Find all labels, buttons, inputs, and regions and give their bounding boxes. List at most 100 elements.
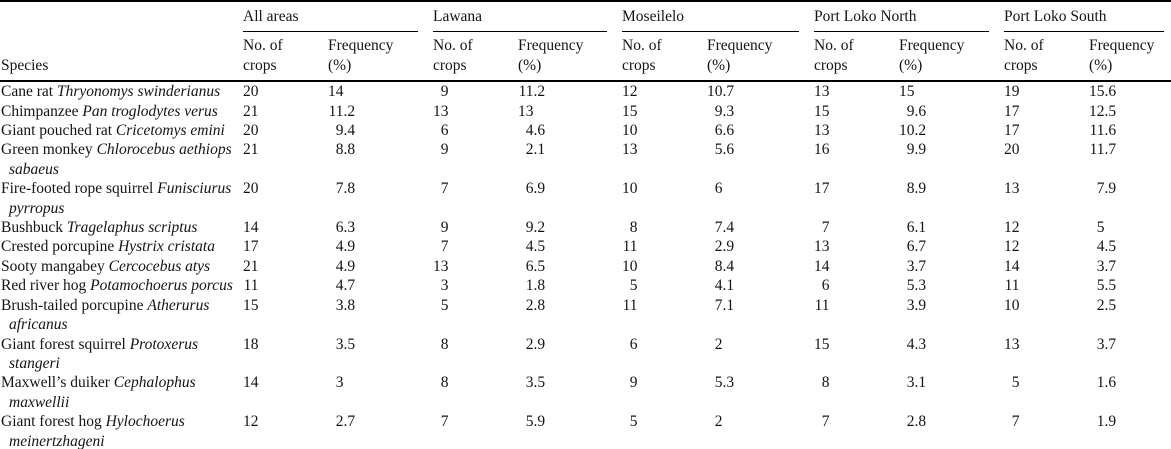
value-integer-part: 4 [906,335,915,353]
value-cell: 2 [707,335,814,374]
value-integer-part: 15 [814,335,830,353]
value-integer-part: 3 [335,335,344,353]
group-label: Port Loko North [814,2,990,33]
value-cell: 5.9 [518,412,622,449]
value-integer-part: 13 [1004,180,1020,198]
value-integer-part: 9 [335,122,344,140]
value-cell: 9 [433,81,518,101]
value-cell: 14 [814,257,899,276]
value-cell: 6.3 [328,218,433,237]
value-cell: 17 [243,237,328,256]
value-cell: 6.9 [518,179,622,218]
col-header-line: crops [1004,56,1038,74]
value-integer-part: 15 [622,102,638,120]
value-cell: 8.8 [328,140,433,179]
col-header-line: (%) [1089,56,1113,74]
value-integer-part: 7 [821,219,830,237]
group-header-lawana: Lawana [433,1,622,33]
table-row: Giant pouched rat Cricetomys emini 20 9.4 6… [0,121,1171,140]
value-integer-part: 9 [906,141,915,159]
value-integer-part: 9 [714,102,723,120]
value-cell: 11.2 [328,102,356,120]
value-integer-part: 7 [440,180,449,198]
value-cell: 7 [814,412,899,449]
value-cell: 13 [814,81,899,101]
value-integer-part: 21 [243,141,259,159]
value-integer-part: 6 [821,277,830,295]
value-integer-part: 1 [1096,413,1105,431]
value-cell: 13 [433,257,518,276]
value-integer-part: 5 [629,277,638,295]
table-row: Red river hog Potamochoerus porcus 11 4.7 3… [0,276,1171,295]
value-integer-part: 10 [622,180,638,198]
value-cell: 10 [1004,296,1089,335]
value-cell: 9 [433,140,518,179]
table-row: Bushbuck Tragelaphus scriptus 14 6.3 9 9.2 8 7… [0,218,1171,237]
value-cell: 4.5 [1089,237,1171,256]
value-integer-part: 4 [525,238,534,256]
table-row: Maxwell’s duiker Cephalophus maxwellii 14… [0,373,1171,412]
species-common-name: Red river hog [1,277,91,295]
species-scientific-name: Protoxerus stangeri [9,335,199,372]
value-integer-part: 2 [906,413,915,431]
col-header-crops: No. of crops [433,32,519,83]
value-cell: 8 [622,218,707,237]
value-cell: 9 [622,373,707,412]
value-cell: 11.7 [1089,141,1117,159]
value-integer-part: 11 [518,83,534,101]
value-cell: 10 [622,121,707,140]
col-header-frequency: Frequency (%) [899,32,1005,83]
value-integer-part: 16 [814,141,830,159]
value-integer-part: 12 [1089,102,1105,120]
col-header-line: No. of [433,37,473,55]
value-integer-part: 13 [814,238,830,256]
value-integer-part: 2 [714,413,723,431]
value-cell: 3.5 [518,373,622,412]
value-cell: 15 [899,81,1004,101]
species-scientific-name: Thryonomys swinderianus [56,83,221,101]
value-cell: 15 [814,335,899,374]
value-integer-part: 14 [243,219,259,237]
value-cell: 11.6 [1089,122,1117,140]
value-cell: 5 [622,412,707,449]
value-cell: 8 [433,373,518,412]
species-scientific-name: Cephalophus maxwellii [9,374,196,411]
value-cell: 7.1 [707,296,814,335]
value-cell: 12.5 [1089,102,1117,120]
value-cell: 3 [328,373,433,412]
value-integer-part: 2 [525,141,534,159]
value-cell: 7.4 [707,218,814,237]
value-cell: 5 [433,296,518,335]
table-row: Sooty mangabey Cercocebus atys 21 4.9 13 6.5… [0,257,1171,276]
value-cell: 3.8 [328,296,433,335]
species-common-name: Giant forest hog [1,413,106,431]
value-cell: 4.7 [328,276,433,295]
value-cell: 6 [622,335,707,374]
group-header-port-loko-south: Port Loko South [1004,1,1171,33]
value-cell: 4.3 [899,335,1004,374]
value-integer-part: 12 [1004,219,1020,237]
value-integer-part: 5 [906,277,915,295]
value-cell: 4.9 [328,237,433,256]
value-integer-part: 3 [906,374,915,392]
species-cell: Maxwell’s duiker Cephalophus maxwellii [0,373,243,412]
value-cell: 12 [622,81,707,101]
value-cell: 1.6 [1089,373,1171,412]
value-cell: 14 [1004,257,1089,276]
value-cell: 13 [622,140,707,179]
value-cell: 7 [433,412,518,449]
value-cell: 17 [1004,121,1089,140]
value-integer-part: 10 [1004,296,1020,314]
col-header-crops: No. of crops [814,32,900,83]
species-scientific-name: Potamochoerus porcus [90,277,233,295]
value-cell: 2.8 [518,296,622,335]
col-header-line: Frequency [328,37,394,55]
value-cell: 3.7 [1089,257,1171,276]
species-cell: Giant forest squirrel Protoxerus stanger… [0,335,243,374]
table-row: Fire-footed rope squirrel Funisciurus py… [0,179,1171,218]
col-header-line: (%) [518,56,542,74]
value-cell: 10 [622,257,707,276]
species-scientific-name: Atherurus africanus [9,296,210,334]
species-cell: Crested porcupine Hystrix cristata [0,237,243,256]
